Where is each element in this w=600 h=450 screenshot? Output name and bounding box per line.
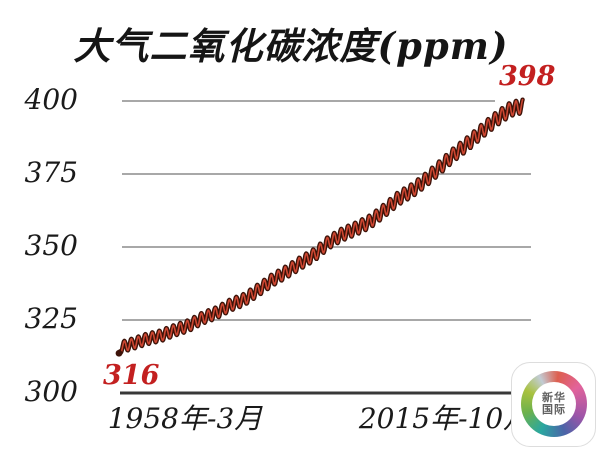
xinhua-international-logo: 新华 国际 xyxy=(511,362,596,447)
x-tick-label: 1958年-3月 xyxy=(107,402,263,435)
y-tick-label: 300 xyxy=(24,375,78,408)
annotation-end-value: 398 xyxy=(499,60,556,92)
y-tick-label: 325 xyxy=(24,302,78,335)
logo-center: 新华 国际 xyxy=(532,382,576,426)
y-tick-label: 350 xyxy=(24,229,78,262)
annotation-start-value: 316 xyxy=(103,360,160,392)
y-tick-label: 375 xyxy=(24,156,78,189)
chart-title: 大气二氧化碳浓度(ppm) xyxy=(73,24,509,68)
logo-text-line2: 国际 xyxy=(542,403,566,416)
x-tick-label: 2015年-10月 xyxy=(358,402,532,435)
y-tick-label: 400 xyxy=(24,83,78,116)
logo-text-line1: 新华 xyxy=(542,391,566,404)
